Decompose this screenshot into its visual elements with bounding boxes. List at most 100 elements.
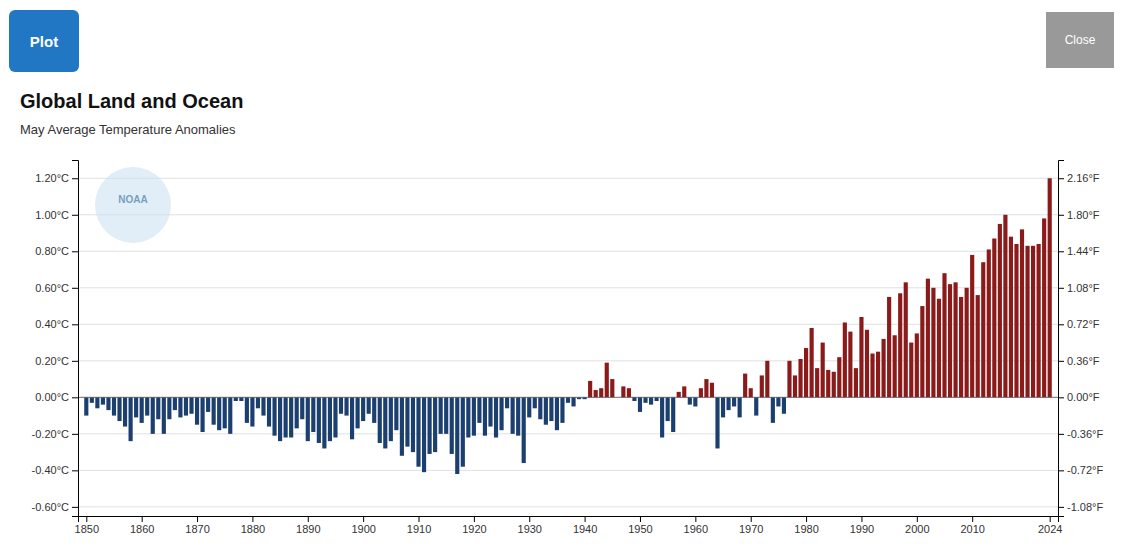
bar (416, 397, 420, 466)
bar (356, 397, 360, 428)
bar (201, 397, 205, 432)
tick: 1960 (684, 516, 708, 535)
bar (129, 397, 133, 441)
tick-label: 1.00°C (35, 209, 69, 221)
bar (726, 397, 730, 410)
bar (383, 397, 387, 448)
tick-label: 0.00°F (1067, 391, 1100, 403)
bar (228, 397, 232, 434)
tick: 1870 (185, 516, 209, 535)
tick-mark (197, 516, 198, 522)
bar (1048, 178, 1052, 397)
bar (660, 397, 664, 437)
bar (887, 297, 891, 397)
bar (810, 328, 814, 397)
tick: 1860 (130, 516, 154, 535)
bar (533, 397, 537, 408)
tick-label: 1960 (684, 523, 708, 535)
close-button-bg (1046, 12, 1114, 68)
bar (328, 397, 332, 441)
tick-label: -1.08°F (1067, 501, 1103, 513)
bar (893, 335, 897, 397)
bar (295, 397, 299, 428)
tick-mark (72, 434, 78, 435)
bar (117, 397, 121, 421)
grid-line (78, 324, 1058, 325)
tick: 0.36°F (1058, 355, 1100, 367)
tick-mark (72, 397, 78, 398)
tick-mark (1050, 516, 1051, 522)
bar (1020, 229, 1024, 397)
bar (826, 370, 830, 397)
bar (1042, 218, 1046, 397)
bar (389, 397, 393, 441)
axis-line (72, 161, 79, 517)
bar (101, 397, 105, 404)
bar (400, 397, 404, 455)
tick: 1900 (351, 516, 375, 535)
bar (610, 379, 614, 397)
bar (256, 397, 260, 408)
axis-line (79, 517, 1059, 523)
x-axis: 1850186018701880189019001910192019301940… (75, 516, 1063, 535)
tick-mark (806, 516, 807, 522)
bar (688, 397, 692, 404)
bar (167, 397, 171, 419)
bar (311, 397, 315, 432)
grid (78, 178, 1058, 507)
tick-mark (86, 516, 87, 522)
bar (284, 397, 288, 437)
bar (992, 239, 996, 398)
tick-mark (1058, 397, 1064, 398)
bar (738, 397, 742, 417)
tick: -0.36°F (1058, 428, 1103, 440)
tick: 1910 (407, 516, 431, 535)
bar (998, 224, 1002, 397)
tick-mark (308, 516, 309, 522)
tick-mark (1058, 470, 1064, 471)
bar (189, 397, 193, 413)
watermark-label: NOAA (118, 194, 147, 205)
bar (970, 255, 974, 397)
bar (987, 249, 991, 397)
bar (920, 306, 924, 397)
tick: 1.44°F (1058, 245, 1100, 257)
bar (1009, 237, 1013, 398)
tick: 2000 (905, 516, 929, 535)
bar (909, 343, 913, 398)
bar (422, 397, 426, 472)
bar (859, 317, 863, 397)
tick: 1.20°C (35, 172, 78, 184)
bar (870, 354, 874, 398)
bar (511, 397, 515, 434)
tick-label: -0.40°C (32, 464, 69, 476)
bar (1025, 246, 1029, 398)
tick-label: 1870 (185, 523, 209, 535)
tick-mark (72, 361, 78, 362)
bar (223, 397, 227, 428)
bar (666, 397, 670, 421)
bar (245, 397, 249, 423)
tick-mark (861, 516, 862, 522)
tick: 1970 (739, 516, 763, 535)
tick: 0.40°C (35, 318, 78, 330)
tick: -0.20°C (32, 428, 78, 440)
tick-label: 1880 (241, 523, 265, 535)
bar (732, 397, 736, 406)
bar (162, 397, 166, 434)
bar (566, 397, 570, 402)
bar (522, 397, 526, 463)
bar (594, 390, 598, 397)
bar (538, 397, 542, 419)
tick-label: 2024 (1038, 523, 1062, 535)
bar (942, 273, 946, 397)
bar (721, 397, 725, 417)
chart-svg: 1850186018701880189019001910192019301940… (0, 0, 1136, 558)
bar (915, 333, 919, 397)
bar (411, 397, 415, 452)
bar (1014, 244, 1018, 397)
tick-label: 1970 (739, 523, 763, 535)
bar (372, 397, 376, 423)
tick: 1850 (75, 516, 99, 535)
bar (865, 330, 869, 398)
